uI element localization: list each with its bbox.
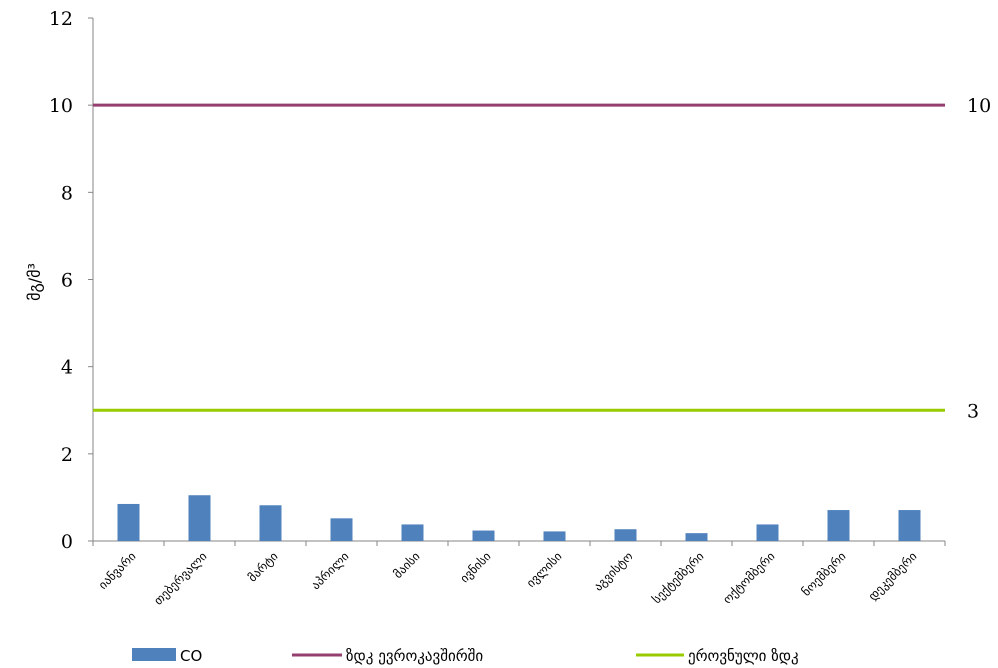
bar-1 [117, 503, 140, 541]
x-tick-label: მაისი [391, 549, 423, 581]
bar-2 [188, 495, 211, 541]
bar-10 [756, 524, 779, 541]
x-tick-label: ნოემბერი [799, 549, 849, 599]
bar-9 [685, 533, 708, 541]
legend-label-co: CO [180, 647, 202, 665]
bar-7 [543, 531, 566, 541]
x-axis-tick-labels: იანვარი თებერვალი მარტი აპრილი მაისი ივნისი ივ… [96, 549, 920, 608]
bar-5 [401, 524, 424, 541]
x-tick-label: ოქტომბერი [720, 549, 777, 606]
y-tick-label: 12 [49, 8, 73, 30]
x-tick-label: იანვარი [96, 549, 139, 592]
legend: CO ზდკ ევროკავშირში ეროვნული ზდკ [132, 647, 799, 665]
legend-swatch-co [132, 648, 176, 661]
legend-label-eu-limit: ზდკ ევროკავშირში [346, 647, 483, 665]
x-tick-label: ივლისი [524, 549, 565, 590]
bar-11 [827, 510, 850, 541]
reference-lines: 10 3 [93, 95, 991, 422]
y-tick-label: 10 [49, 95, 73, 117]
bar-6 [472, 530, 495, 541]
y-axis-title: მგ/მ³ [25, 263, 44, 301]
x-tick-label: დეკემბერი [866, 549, 920, 603]
y-tick-label: 0 [61, 531, 73, 553]
bar-8 [614, 529, 637, 541]
reference-line-label: 10 [967, 95, 991, 117]
y-axis-tick-labels: 0 2 4 6 8 10 12 [49, 8, 73, 553]
y-tick-label: 2 [61, 444, 73, 466]
y-tick-label: 4 [61, 357, 73, 379]
x-tick-label: სექტემბერი [649, 549, 706, 606]
x-tick-label: აპრილი [309, 549, 352, 592]
bar-4 [330, 518, 353, 541]
y-tick-label: 8 [61, 182, 73, 204]
x-tick-label: აგვისტო [591, 549, 636, 594]
y-tick-label: 6 [61, 270, 73, 292]
x-tick-label: მარტი [245, 549, 280, 584]
x-tick-label: თებერვალი [151, 549, 210, 608]
legend-label-national-limit: ეროვნული ზდკ [688, 647, 799, 665]
x-tick-label: ივნისი [457, 549, 493, 585]
bars [117, 495, 921, 541]
bar-3 [259, 505, 282, 541]
bar-12 [898, 510, 921, 541]
reference-line-label: 3 [967, 400, 979, 422]
axes [88, 17, 946, 546]
